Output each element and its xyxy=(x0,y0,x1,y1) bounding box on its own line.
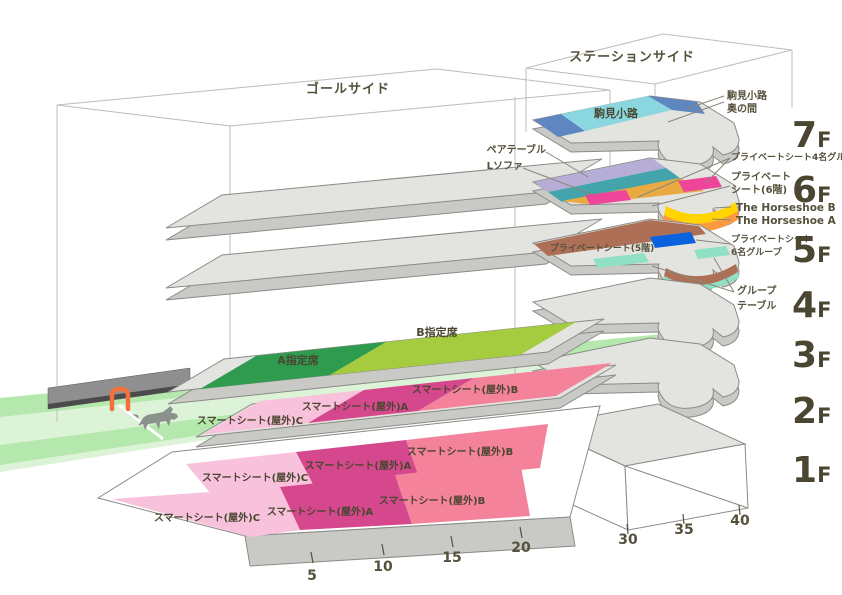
anno-group-table-1: グループ xyxy=(737,284,777,297)
smart-c-upper-label: スマートシート(屋外)C xyxy=(202,471,308,484)
area-l-sofa xyxy=(548,168,680,202)
anno-horseshoe-a: The Horseshoe A xyxy=(736,215,837,227)
area-private-6group xyxy=(650,232,696,248)
anno-horseshoe-b: The Horseshoe B xyxy=(736,202,836,214)
floor-labels: 7F 6F 5F 4F 3F 2F 1F xyxy=(792,115,831,491)
area-okunoma-right xyxy=(648,96,705,114)
scale-20: 20 xyxy=(511,540,531,556)
area-okunoma-left xyxy=(534,114,585,137)
goal-side-slab-2f: スマートシート(屋外)C スマートシート(屋外)A スマートシート(屋外)B xyxy=(195,363,617,448)
goal-side-slab-3f: A指定席 B指定席 xyxy=(167,318,605,405)
scale-40: 40 xyxy=(730,513,750,529)
smart-c-2f-label: スマートシート(屋外)C xyxy=(197,414,303,427)
scale-35: 35 xyxy=(674,522,693,538)
anno-private-6group-1: プライベートシート xyxy=(731,233,812,245)
area-smart-b-lower xyxy=(395,461,530,524)
scale-30: 30 xyxy=(618,532,638,548)
area-horseshoe-b xyxy=(664,202,738,224)
goal-arch-icon xyxy=(109,386,131,412)
area-smart-c-2f xyxy=(204,390,364,434)
area-smart-b-2f xyxy=(418,363,612,411)
station-plate-7f: 駒見小路 xyxy=(531,95,740,176)
floor-label-5f: 5F xyxy=(792,230,831,271)
private-5f-label: プライベートシート(5階) xyxy=(550,242,655,254)
area-private-seat-5f xyxy=(534,220,706,256)
smart-b-lower-label: スマートシート(屋外)B xyxy=(379,494,485,507)
floor-label-1f: 1F xyxy=(792,450,831,491)
station-plate-3f xyxy=(531,337,740,418)
floor-label-6f: 6F xyxy=(792,170,831,211)
station-plate-5f: プライベートシート(5階) xyxy=(531,218,740,299)
anno-pair-table: ペアテーブル xyxy=(487,143,546,156)
area-seat-b xyxy=(330,322,576,375)
right-scale: 30 35 40 xyxy=(618,504,750,548)
scale-15: 15 xyxy=(442,550,461,566)
goal-side-slab-5f xyxy=(165,158,603,241)
smart-c-lower-label: スマートシート(屋外)C xyxy=(154,511,260,524)
scale-5: 5 xyxy=(307,568,317,584)
bottom-scale: 5 10 15 20 xyxy=(307,526,531,584)
smart-b-2f-label: スマートシート(屋外)B xyxy=(412,383,518,396)
anno-l-sofa: Lソファ xyxy=(487,160,523,172)
seat-a-label: A指定席 xyxy=(277,353,319,367)
annotations: 駒見小路 奥の間 プライベートシート4名グループ プライベート シート(6階) … xyxy=(487,89,842,312)
area-group-table-left xyxy=(593,253,649,268)
floor-label-2f: 2F xyxy=(792,391,831,432)
anno-private-6group-2: 6名グループ xyxy=(731,246,783,258)
smart-b-upper-label: スマートシート(屋外)B xyxy=(407,445,513,458)
grandstand-wedge-1f: スマートシート(屋外)C スマートシート(屋外)A スマートシート(屋外)B ス… xyxy=(96,405,601,567)
area-tab-brown xyxy=(664,264,738,286)
goal-side-title: ゴールサイド xyxy=(306,81,390,97)
scale-10: 10 xyxy=(373,559,393,575)
anno-okunoma-1: 駒見小路 xyxy=(726,89,768,102)
area-komami-koji xyxy=(561,96,672,131)
floor-label-3f: 3F xyxy=(792,335,831,376)
area-private-4group-left xyxy=(585,190,631,205)
horse-icon xyxy=(132,406,178,430)
area-seat-a xyxy=(200,342,386,389)
anno-private-4group: プライベートシート4名グループ xyxy=(731,151,842,163)
smart-a-upper-label: スマートシート(屋外)A xyxy=(305,459,412,472)
anno-private-6f-1: プライベート xyxy=(731,170,791,183)
floor-label-7f: 7F xyxy=(792,115,831,156)
area-private-4group-right xyxy=(678,176,722,192)
smart-a-2f-label: スマートシート(屋外)A xyxy=(302,400,409,413)
area-group-table-right xyxy=(694,246,730,259)
komami-koji-label: 駒見小路 xyxy=(594,106,639,120)
smart-a-lower-label: スマートシート(屋外)A xyxy=(267,505,374,518)
anno-private-6f-2: シート(6階) xyxy=(731,183,787,196)
floor-label-4f: 4F xyxy=(792,285,831,326)
area-smart-c-lower xyxy=(112,487,300,537)
area-pair-table xyxy=(534,158,666,192)
station-side-title: ステーションサイド xyxy=(569,50,695,65)
seat-b-label: B指定席 xyxy=(416,325,457,339)
area-smart-a-2f xyxy=(308,378,474,423)
anno-okunoma-2: 奥の間 xyxy=(727,102,757,115)
anno-group-table-2: テーブル xyxy=(737,299,776,312)
leader-lines xyxy=(522,95,735,293)
area-smart-a-lower xyxy=(280,475,412,530)
